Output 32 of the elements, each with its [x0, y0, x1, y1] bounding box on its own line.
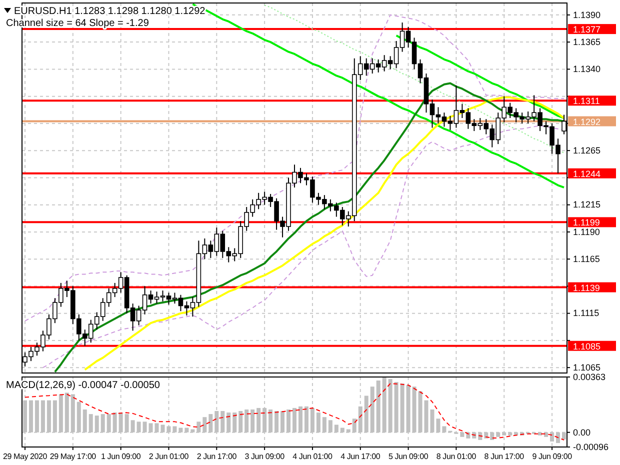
ref-line-label: 1.1199: [573, 218, 600, 228]
y-tick-label: 1.1365: [573, 36, 601, 47]
x-tick-label: 29 May 2020: [2, 452, 48, 461]
x-tick-label: 4 Jun 01:00: [292, 452, 334, 461]
y-tick-label: 1.1065: [573, 362, 601, 372]
x-tick-label: 29 May 17:00: [50, 452, 97, 461]
x-tick-label: 8 Jun 01:00: [436, 452, 477, 461]
ref-line-label: 1.1292: [573, 116, 601, 127]
x-tick-label: 8 Jun 17:00: [484, 452, 525, 461]
x-tick-label: 2 Jun 01:00: [148, 452, 190, 461]
x-tick-label: 2 Jun 17:00: [196, 452, 238, 461]
ref-line-label: 1.1244: [573, 168, 601, 179]
y-tick-label: 1.1340: [573, 64, 601, 74]
y-tick-label: 1.1165: [573, 254, 600, 264]
ref-line-label: 1.1085: [573, 341, 601, 352]
x-tick-label: 3 Jun 09:00: [244, 452, 286, 461]
x-tick-label: 5 Jun 09:00: [388, 452, 429, 461]
x-tick-label: 4 Jun 17:00: [340, 452, 381, 461]
y-tick-label: 0.00363: [573, 372, 606, 382]
ref-line-label: 1.1139: [573, 282, 600, 293]
y-tick-label: -0.00096: [573, 442, 609, 452]
y-tick-label: 1.1215: [573, 200, 601, 210]
y-tick-label: 1.1390: [573, 10, 601, 20]
y-tick-label: 1.1115: [573, 308, 600, 318]
x-tick-label: 1 Jun 09:00: [101, 452, 142, 461]
y-tick-label: 1.1190: [573, 226, 600, 237]
x-tick-label: 9 Jun 09:00: [532, 452, 573, 461]
ref-line-label: 1.1311: [573, 96, 600, 106]
line-series: [264, 4, 565, 154]
y-tick-label: 0.00: [573, 427, 591, 438]
y-tick-label: 1.1265: [573, 145, 601, 156]
ref-line-label: 1.1377: [573, 24, 601, 35]
